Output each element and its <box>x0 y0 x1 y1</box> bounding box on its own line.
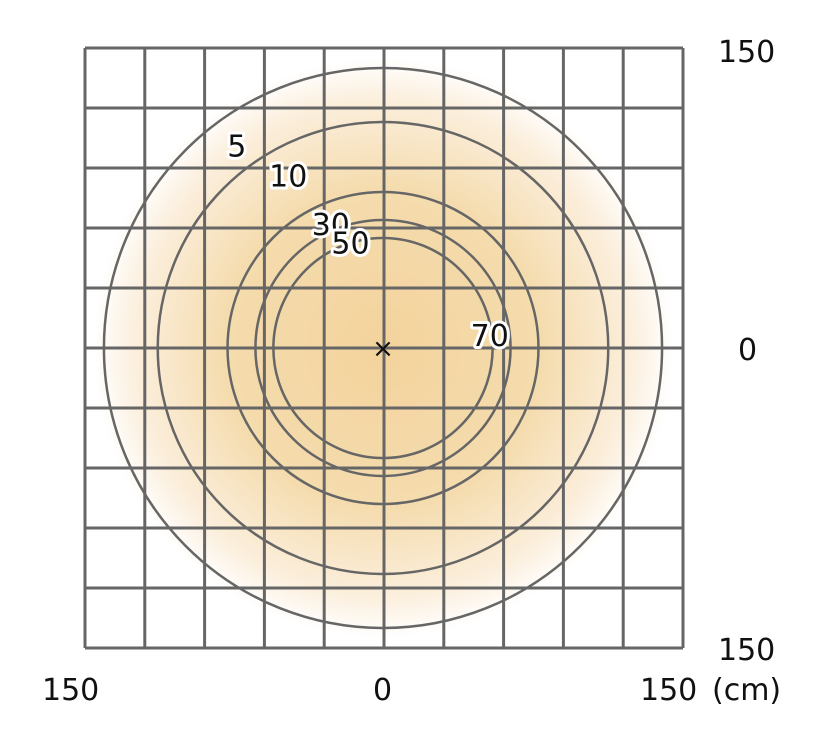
contour-label-30: 30 <box>312 208 350 243</box>
contour-label-10: 10 <box>269 160 307 195</box>
x-tick-middle: 0 <box>373 673 392 708</box>
contour-label-50: 50 <box>331 226 369 261</box>
unit-label: (cm) <box>712 673 781 708</box>
contour-50 <box>254 218 512 478</box>
y-tick-middle: 0 <box>738 333 757 368</box>
contour-label-5: 5 <box>227 129 246 164</box>
center-marker: × <box>372 334 394 364</box>
y-tick-top: 150 <box>718 35 775 70</box>
contour-30 <box>226 190 540 506</box>
x-tick-right: 150 <box>640 673 697 708</box>
contour-70 <box>272 236 494 460</box>
x-tick-left: 150 <box>42 673 99 708</box>
contour-label-70: 70 <box>471 319 509 354</box>
contour-10 <box>156 120 610 576</box>
y-tick-bottom: 150 <box>718 633 775 668</box>
contour-5 <box>102 66 664 630</box>
